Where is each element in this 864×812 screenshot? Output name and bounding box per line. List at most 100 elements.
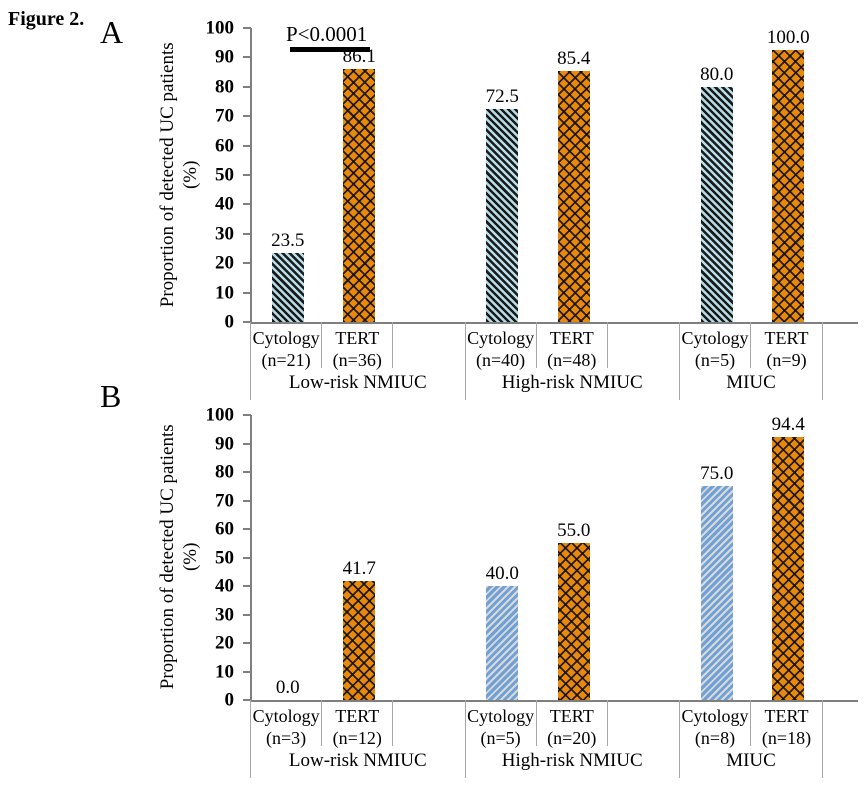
category-label-cytology: Cytology (n=40) <box>466 322 537 370</box>
group-high-risk-nmiuc: 72.5 85.4 <box>467 28 682 322</box>
axis-group-high-risk-nmiuc: Cytology (n=40) TERT (n=48) High-risk NM… <box>464 322 680 400</box>
series-name: TERT <box>549 328 594 348</box>
bar-tert <box>343 68 376 322</box>
bar-slot-tert: 55.0 <box>538 415 610 700</box>
y-tick-mark <box>243 115 251 118</box>
y-tick-label: 70 <box>215 105 234 127</box>
y-tick-mark <box>243 585 251 587</box>
y-tick-mark <box>243 27 251 29</box>
category-label-cytology: Cytology (n=8) <box>680 700 751 748</box>
group-label: Low-risk NMIUC <box>288 750 427 771</box>
y-tick-mark <box>243 699 251 701</box>
bar-slot-tert: 85.4 <box>538 28 610 322</box>
bar-value-label: 86.1 <box>342 45 376 67</box>
bar-cytology <box>700 86 733 322</box>
bar-slot-tert: 41.7 <box>323 415 395 700</box>
bar-slot-cytology: 23.5 <box>252 28 323 322</box>
y-tick-mark <box>243 642 251 644</box>
panel-a-y-axis-ticks: 100 90 80 70 60 50 40 30 20 10 0 <box>186 19 242 332</box>
bar-cytology <box>700 486 733 700</box>
group-label: High-risk NMIUC <box>501 372 643 393</box>
y-tick-mark <box>243 528 251 530</box>
bar-tert <box>772 50 805 322</box>
axis-group-miuc: Cytology (n=5) TERT (n=9) MIUC <box>679 322 822 400</box>
y-tick-mark <box>243 203 251 206</box>
group-label: High-risk NMIUC <box>501 750 643 771</box>
bar-value-label: 72.5 <box>485 85 519 107</box>
sample-size: (n=36) <box>332 349 382 370</box>
bar-value-label: 23.5 <box>271 229 305 251</box>
y-tick-label: 60 <box>215 518 234 540</box>
bar-tert <box>343 581 376 700</box>
y-tick-label: 50 <box>215 547 234 568</box>
group-miuc: 80.0 100.0 <box>681 28 824 322</box>
series-name: TERT <box>335 328 380 348</box>
y-tick-mark <box>243 471 251 473</box>
y-tick-mark <box>243 262 251 265</box>
y-tick-mark <box>243 174 251 176</box>
y-tick-label: 70 <box>215 490 234 511</box>
series-name: TERT <box>335 706 380 726</box>
bar-value-label: 40.0 <box>485 563 519 584</box>
panel-a-category-axis: Cytology (n=21) TERT (n=36) Low-risk NMI… <box>250 322 823 400</box>
bar-value-label: 55.0 <box>557 520 591 542</box>
sample-size: (n=48) <box>547 349 597 370</box>
series-name: Cytology <box>252 328 320 348</box>
panel-b-plot-area: 0.0 41.7 40.0 55.0 75.0 9 <box>243 414 824 701</box>
panel-a-letter: A <box>100 14 124 50</box>
bar-value-label: 75.0 <box>700 463 734 485</box>
y-tick-mark <box>243 414 251 416</box>
y-tick-label: 80 <box>215 461 234 483</box>
y-tick-label: 30 <box>215 223 234 245</box>
bar-value-label: 94.4 <box>771 414 805 435</box>
y-tick-mark <box>243 144 251 147</box>
bar-slot-cytology: 80.0 <box>681 28 753 322</box>
panel-a-x-axis-line <box>250 322 858 324</box>
series-name: Cytology <box>681 706 749 726</box>
sample-size: (n=5) <box>694 349 736 370</box>
category-label-tert: TERT (n=12) <box>322 700 394 748</box>
group-miuc: 75.0 94.4 <box>681 415 824 700</box>
group-low-risk-nmiuc: 0.0 41.7 <box>252 415 467 700</box>
panel-b-category-axis: Cytology (n=3) TERT (n=12) Low-risk NMIU… <box>250 700 823 778</box>
sample-size: (n=21) <box>261 349 311 370</box>
sample-size: (n=40) <box>476 349 526 370</box>
category-label-tert: TERT (n=20) <box>537 700 608 748</box>
y-tick-label: 0 <box>224 689 235 711</box>
bar-slot-tert: 86.1 <box>323 28 395 322</box>
axis-group-miuc: Cytology (n=8) TERT (n=18) MIUC <box>679 700 822 778</box>
panel-b-x-axis-line <box>250 700 858 702</box>
y-tick-label: 100 <box>205 404 235 426</box>
bar-value-label: 85.4 <box>557 47 591 69</box>
group-high-risk-nmiuc: 40.0 55.0 <box>467 415 682 700</box>
bar-slot-cytology: 75.0 <box>681 415 753 700</box>
bar-cytology <box>486 586 519 700</box>
sample-size: (n=5) <box>480 727 521 748</box>
y-tick-mark <box>243 613 251 616</box>
y-tick-label: 10 <box>215 282 234 304</box>
category-label-tert: TERT (n=36) <box>322 322 394 370</box>
category-label-cytology: Cytology (n=5) <box>466 700 537 748</box>
axis-group-low-risk-nmiuc: Cytology (n=21) TERT (n=36) Low-risk NMI… <box>250 322 465 400</box>
figure-title: Figure 2. <box>8 8 85 30</box>
y-tick-label: 90 <box>215 46 234 68</box>
panel-b-letter: B <box>100 378 122 414</box>
sample-size: (n=9) <box>766 349 807 370</box>
y-tick-label: 80 <box>215 76 234 98</box>
y-tick-label: 40 <box>215 193 234 215</box>
sample-size: (n=18) <box>761 727 812 748</box>
bar-tert <box>772 437 805 700</box>
series-name: TERT <box>549 706 594 726</box>
bar-tert <box>557 543 590 700</box>
category-label-tert: TERT (n=18) <box>751 700 822 748</box>
y-tick-mark <box>243 291 251 294</box>
y-tick-mark <box>243 670 251 673</box>
y-tick-label: 10 <box>215 661 234 682</box>
y-tick-label: 20 <box>215 632 234 654</box>
y-tick-label: 50 <box>215 164 234 186</box>
y-tick-mark <box>243 321 251 323</box>
panel-b-y-axis-ticks: 100 90 80 70 60 50 40 30 20 10 0 <box>186 406 242 710</box>
y-tick-mark <box>243 232 251 235</box>
bar-slot-tert: 100.0 <box>753 28 825 322</box>
